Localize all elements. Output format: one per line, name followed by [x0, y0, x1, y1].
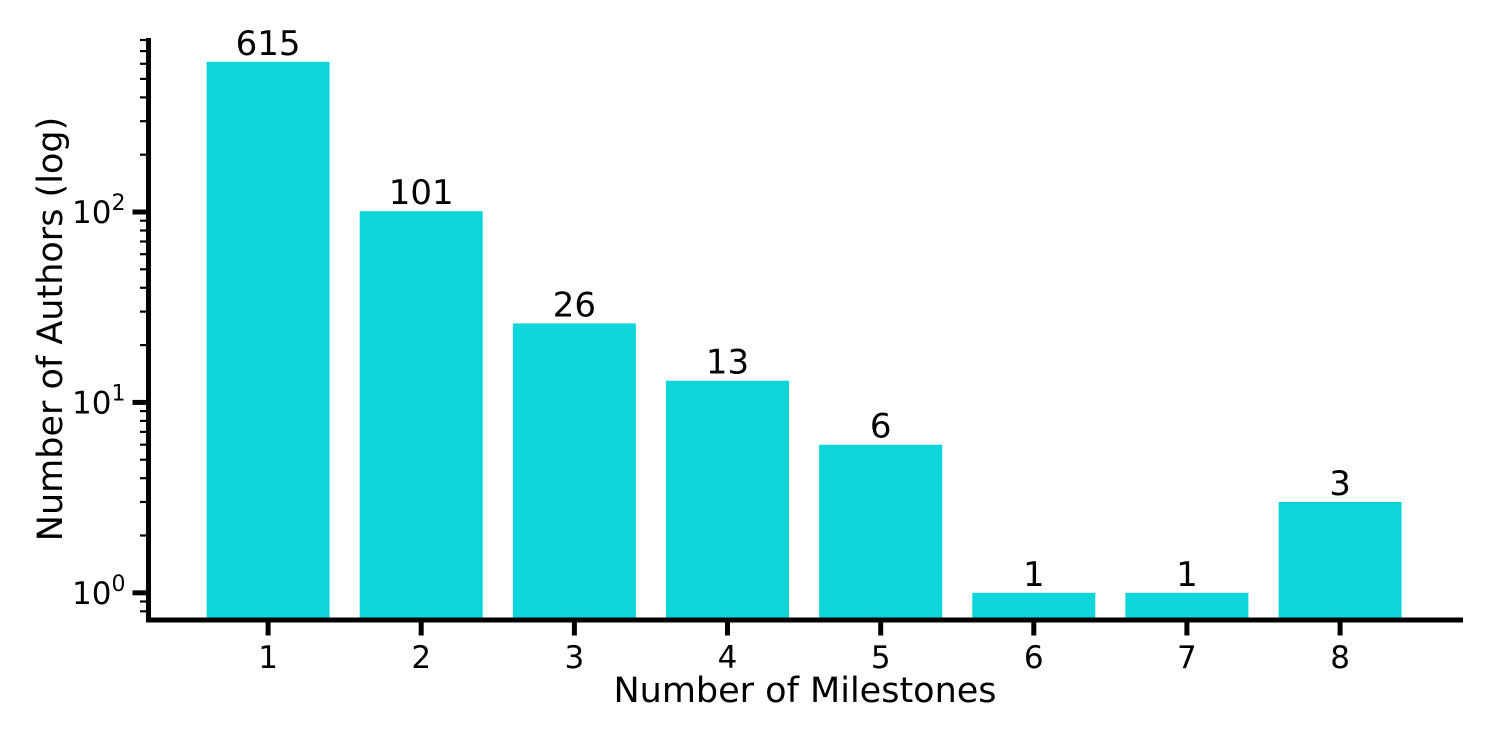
bar-milestones-6: [972, 592, 1096, 621]
bar-milestones-1: [206, 61, 330, 622]
x-tick-label: 1: [258, 640, 278, 676]
bar-milestones-3: [512, 323, 636, 621]
x-tick-label: 7: [1177, 640, 1197, 676]
bar-milestones-4: [666, 380, 789, 621]
bars-group: [206, 61, 1402, 622]
x-tick-label: 3: [565, 640, 585, 676]
x-axis-ticks-group: 1 2 3 4 5 6 7 8: [258, 622, 1350, 676]
bar-milestones-7: [1125, 592, 1249, 621]
bar-value-label: 13: [706, 343, 749, 383]
bar-value-label: 615: [236, 24, 301, 64]
bar-milestones-2: [359, 211, 483, 621]
x-tick-label: 8: [1330, 640, 1350, 676]
y-tick-label: 100: [72, 572, 125, 612]
bar-value-label: 6: [870, 407, 892, 447]
bar-value-label: 3: [1329, 464, 1351, 504]
bar-value-label: 26: [553, 285, 596, 325]
bar-value-label: 1: [1023, 555, 1045, 595]
y-tick-label: 101: [72, 381, 125, 421]
y-axis-label: Number of Authors (log): [31, 117, 71, 541]
y-tick-label: 102: [72, 191, 125, 231]
x-axis-label: Number of Milestones: [613, 671, 996, 711]
x-tick-label: 4: [718, 640, 738, 676]
y-axis-ticks-group: 100 101 102: [72, 38, 146, 613]
bar-milestones-5: [819, 444, 943, 621]
x-tick-label: 6: [1024, 640, 1044, 676]
bar-value-label: 1: [1176, 555, 1198, 595]
x-tick-label: 5: [871, 640, 891, 676]
x-tick-label: 2: [411, 640, 431, 676]
bar-value-label: 101: [389, 173, 454, 213]
axes-spines-group: [146, 38, 1463, 623]
bar-milestones-8: [1278, 502, 1402, 621]
